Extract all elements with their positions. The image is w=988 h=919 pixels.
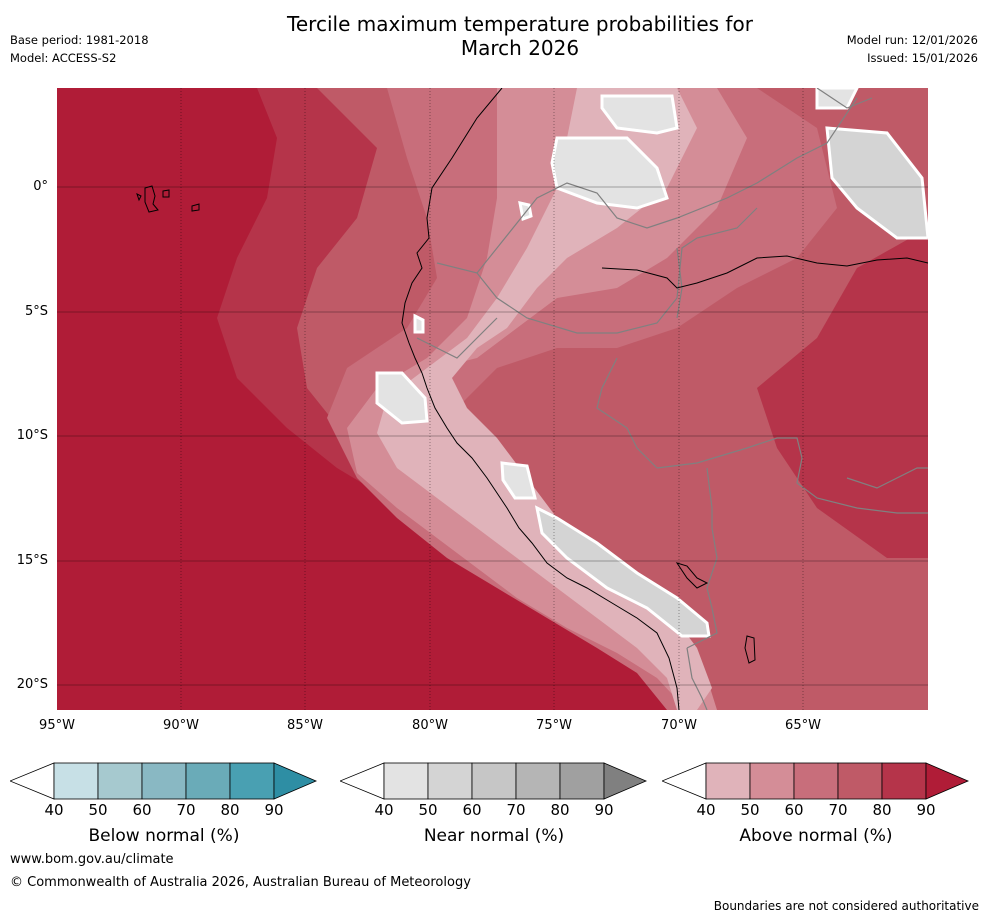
colorbar-tick: 60 (132, 801, 152, 819)
colorbar-segment (705, 762, 751, 800)
colorbar-segment (185, 762, 231, 800)
model-run: Model run: 12/01/2026 (846, 33, 978, 47)
near-normal-patches (375, 88, 928, 638)
colorbar-tick: 50 (88, 801, 108, 819)
colorbar-above-normal (662, 762, 970, 800)
lat-label: 0° (33, 179, 48, 194)
issued-date: Issued: 15/01/2026 (867, 51, 978, 65)
lon-label: 80°W (412, 718, 448, 733)
colorbar-segment (793, 762, 839, 800)
map-title: Tercile maximum temperature probabilitie… (250, 12, 790, 60)
base-period: Base period: 1981-2018 (10, 33, 149, 47)
colorbar-tick: 70 (176, 801, 196, 819)
near-normal-patch (825, 126, 928, 240)
near-normal-patch (534, 505, 711, 638)
colorbar-tick: 90 (916, 801, 936, 819)
lat-label: 10°S (16, 428, 48, 443)
colorbar-segment (141, 762, 187, 800)
lon-label: 90°W (163, 718, 199, 733)
lon-label: 70°W (661, 718, 697, 733)
colorbar-tick: 40 (44, 801, 64, 819)
country-borders (416, 88, 928, 710)
colorbar-tick: 80 (220, 801, 240, 819)
near-normal-patch (600, 94, 679, 135)
colorbar-tick: 70 (828, 801, 848, 819)
colorbar-label-above: Above normal (%) (739, 826, 893, 846)
near-normal-patch (500, 461, 537, 500)
colorbar-tick: 50 (418, 801, 438, 819)
colorbar-tick: 80 (872, 801, 892, 819)
region-above-50 (347, 88, 747, 710)
title-line-1: Tercile maximum temperature probabilitie… (287, 12, 753, 36)
colorbar-tick: 90 (594, 801, 614, 819)
colorbar-segment (837, 762, 883, 800)
lon-label: 95°W (39, 718, 75, 733)
model-name: Model: ACCESS-S2 (10, 51, 117, 65)
colorbar-segment (229, 762, 275, 800)
colorbar-segment (749, 762, 795, 800)
colorbar-tick: 40 (696, 801, 716, 819)
near-normal-patch (413, 313, 425, 334)
colorbar-segment (471, 762, 517, 800)
colorbar-tick: 70 (506, 801, 526, 819)
colorbar-tick: 60 (784, 801, 804, 819)
colorbar-tick: 90 (264, 801, 284, 819)
colorbar-segment (340, 762, 385, 800)
lon-label: 75°W (536, 718, 572, 733)
colorbar-tick: 60 (462, 801, 482, 819)
footer-note: Boundaries are not considered authoritat… (713, 899, 979, 913)
colorbar-near-normal (340, 762, 648, 800)
colorbar-tick: 50 (740, 801, 760, 819)
footer-url: www.bom.gov.au/climate (10, 852, 174, 867)
lat-label: 15°S (16, 553, 48, 568)
galapagos-islands (136, 185, 200, 213)
colorbar-segment (662, 762, 707, 800)
meta-right: Model run: 12/01/2026 Issued: 15/01/2026 (847, 31, 978, 67)
lat-label: 20°S (16, 677, 48, 692)
colorbar-segment (515, 762, 561, 800)
colorbar-tick: 80 (550, 801, 570, 819)
lat-label: 5°S (24, 304, 48, 319)
colorbar-label-near: Near normal (%) (423, 826, 565, 846)
colorbar-segment (603, 762, 648, 800)
probability-map (57, 88, 928, 710)
colorbar-segment (427, 762, 473, 800)
colorbar-segment (10, 762, 55, 800)
lon-label: 65°W (785, 718, 821, 733)
colorbar-segment (97, 762, 143, 800)
amazon-river (601, 255, 928, 289)
colorbar-segment (925, 762, 970, 800)
lon-label: 85°W (287, 718, 323, 733)
near-normal-patch (550, 136, 669, 210)
region-above-40 (377, 88, 712, 710)
colorbar-tick: 40 (374, 801, 394, 819)
region-above-60 (327, 88, 837, 710)
colorbar-below-normal (10, 762, 318, 800)
near-normal-patch (375, 371, 429, 425)
colorbar-segment (383, 762, 429, 800)
colorbar-segment (273, 762, 318, 800)
colorbar-segment (53, 762, 99, 800)
coastline (401, 88, 680, 710)
meta-left: Base period: 1981-2018 Model: ACCESS-S2 (10, 31, 149, 67)
footer-copyright: © Commonwealth of Australia 2026, Austra… (10, 875, 471, 890)
lakes (675, 562, 756, 664)
latitude-lines (57, 186, 928, 686)
colorbar-label-below: Below normal (%) (88, 826, 240, 846)
colorbar-segment (881, 762, 927, 800)
colorbar-segment (559, 762, 605, 800)
title-line-2: March 2026 (460, 36, 580, 60)
